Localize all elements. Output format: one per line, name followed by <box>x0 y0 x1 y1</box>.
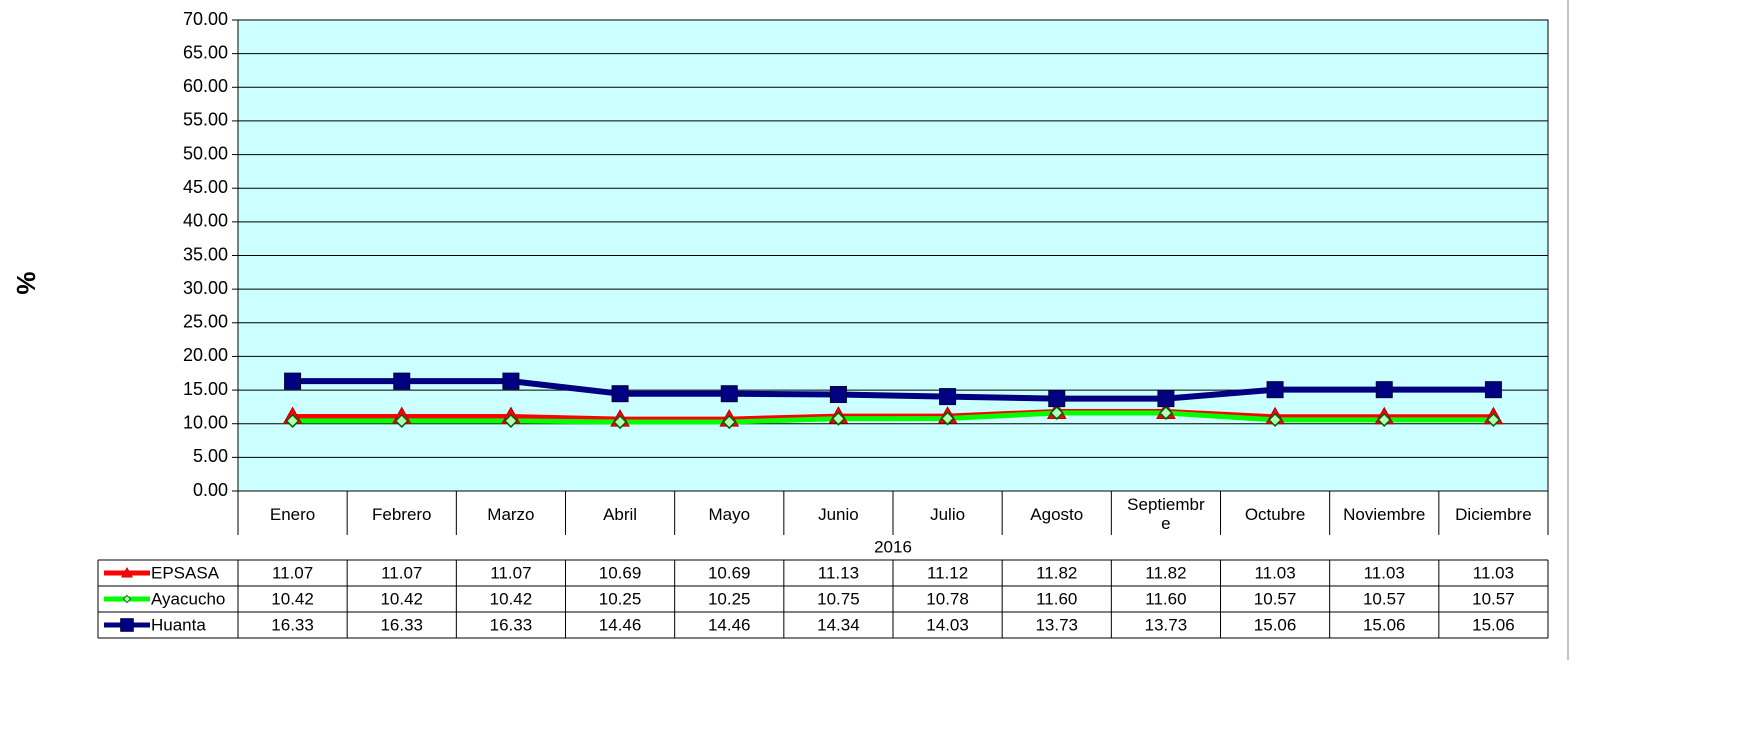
x-tick-label: Octubre <box>1244 504 1306 524</box>
x-tick-label: Septiembre <box>1127 495 1205 533</box>
table-value: 15.06 <box>1363 615 1406 634</box>
table-value: 14.46 <box>599 615 642 634</box>
legend-label: EPSASA <box>151 563 220 582</box>
table-value: 10.42 <box>490 589 533 608</box>
y-tick-label: 55.00 <box>183 110 228 130</box>
y-tick-label: 20.00 <box>183 345 228 365</box>
legend-marker <box>122 594 132 604</box>
y-tick-label: 15.00 <box>183 379 228 399</box>
y-tick-label: 60.00 <box>183 76 228 96</box>
table-value: 10.69 <box>708 563 751 582</box>
table-value: 11.07 <box>490 563 531 582</box>
marker <box>611 385 629 403</box>
table-value: 10.69 <box>599 563 642 582</box>
marker <box>831 411 846 426</box>
table-value: 16.33 <box>490 615 533 634</box>
legend-label: Ayacucho <box>151 589 225 608</box>
marker <box>1048 390 1066 408</box>
legend-label: Huanta <box>151 615 206 634</box>
table-value: 11.82 <box>1145 563 1186 582</box>
y-axis-label: % <box>11 271 41 294</box>
table-value: 14.46 <box>708 615 751 634</box>
marker <box>284 372 302 390</box>
y-tick-label: 40.00 <box>183 211 228 231</box>
y-tick-label: 30.00 <box>183 278 228 298</box>
y-tick-label: 35.00 <box>183 244 228 264</box>
marker <box>394 413 409 428</box>
y-tick-label: 10.00 <box>183 412 228 432</box>
series-line <box>292 378 1494 402</box>
marker <box>613 414 628 430</box>
y-tick-label: 65.00 <box>183 42 228 62</box>
marker <box>502 372 520 390</box>
marker <box>1266 381 1284 399</box>
table-value: 10.42 <box>271 589 314 608</box>
table-value: 11.03 <box>1254 563 1295 582</box>
marker <box>393 372 411 390</box>
x-tick-label: Febrero <box>371 504 432 524</box>
x-tick-label: Diciembre <box>1455 504 1532 524</box>
table-value: 10.57 <box>1363 589 1406 608</box>
marker <box>829 386 847 404</box>
marker <box>1486 412 1501 427</box>
table-value: 10.42 <box>380 589 423 608</box>
y-tick-label: 5.00 <box>193 446 228 466</box>
marker <box>720 385 738 403</box>
marker <box>1377 412 1392 427</box>
marker <box>1484 381 1502 399</box>
y-tick-label: 50.00 <box>183 143 228 163</box>
marker <box>722 414 737 430</box>
table-value: 10.75 <box>817 589 860 608</box>
legend-marker <box>120 618 134 632</box>
table-value: 16.33 <box>380 615 423 634</box>
y-tick-label: 0.00 <box>193 480 228 500</box>
table-value: 14.34 <box>817 615 860 634</box>
x-tick-label: Julio <box>930 504 966 524</box>
series-line <box>292 410 1494 425</box>
x-tick-label: Marzo <box>487 504 535 524</box>
marker <box>503 413 518 428</box>
legend-marker <box>121 566 133 578</box>
x-tick-label: Enero <box>269 504 316 524</box>
x-tick-label: Mayo <box>708 504 751 524</box>
table-value: 11.82 <box>1036 563 1077 582</box>
table-value: 10.57 <box>1254 589 1297 608</box>
x-tick-label: Abril <box>603 504 638 524</box>
marker <box>1049 405 1064 421</box>
marker <box>285 413 300 428</box>
table-value: 14.03 <box>926 615 969 634</box>
x-tick-label: Agosto <box>1030 504 1084 524</box>
table-value: 11.60 <box>1036 589 1077 608</box>
marker <box>1375 381 1393 399</box>
table-value: 15.06 <box>1472 615 1515 634</box>
table-value: 11.13 <box>818 563 859 582</box>
table-value: 10.25 <box>708 589 751 608</box>
marker <box>939 388 957 406</box>
x-tick-label: Noviembre <box>1343 504 1426 524</box>
table-value: 11.60 <box>1145 589 1186 608</box>
table-value: 11.12 <box>927 563 968 582</box>
table-value: 15.06 <box>1254 615 1297 634</box>
table-value: 13.73 <box>1035 615 1078 634</box>
table-value: 16.33 <box>271 615 314 634</box>
table-value: 11.07 <box>381 563 422 582</box>
x-group-label: 2016 <box>874 537 912 556</box>
table-value: 10.57 <box>1472 589 1515 608</box>
marker <box>1158 405 1173 421</box>
table-value: 11.07 <box>272 563 313 582</box>
marker <box>940 411 955 426</box>
table-value: 11.03 <box>1473 563 1514 582</box>
marker <box>1157 390 1175 408</box>
marker <box>1268 412 1283 427</box>
y-tick-label: 45.00 <box>183 177 228 197</box>
table-value: 10.78 <box>926 589 969 608</box>
table-value: 10.25 <box>599 589 642 608</box>
y-tick-label: 25.00 <box>183 312 228 332</box>
table-value: 11.03 <box>1364 563 1405 582</box>
table-value: 13.73 <box>1145 615 1188 634</box>
x-tick-label: Junio <box>818 504 859 524</box>
y-tick-label: 70.00 <box>183 9 228 29</box>
